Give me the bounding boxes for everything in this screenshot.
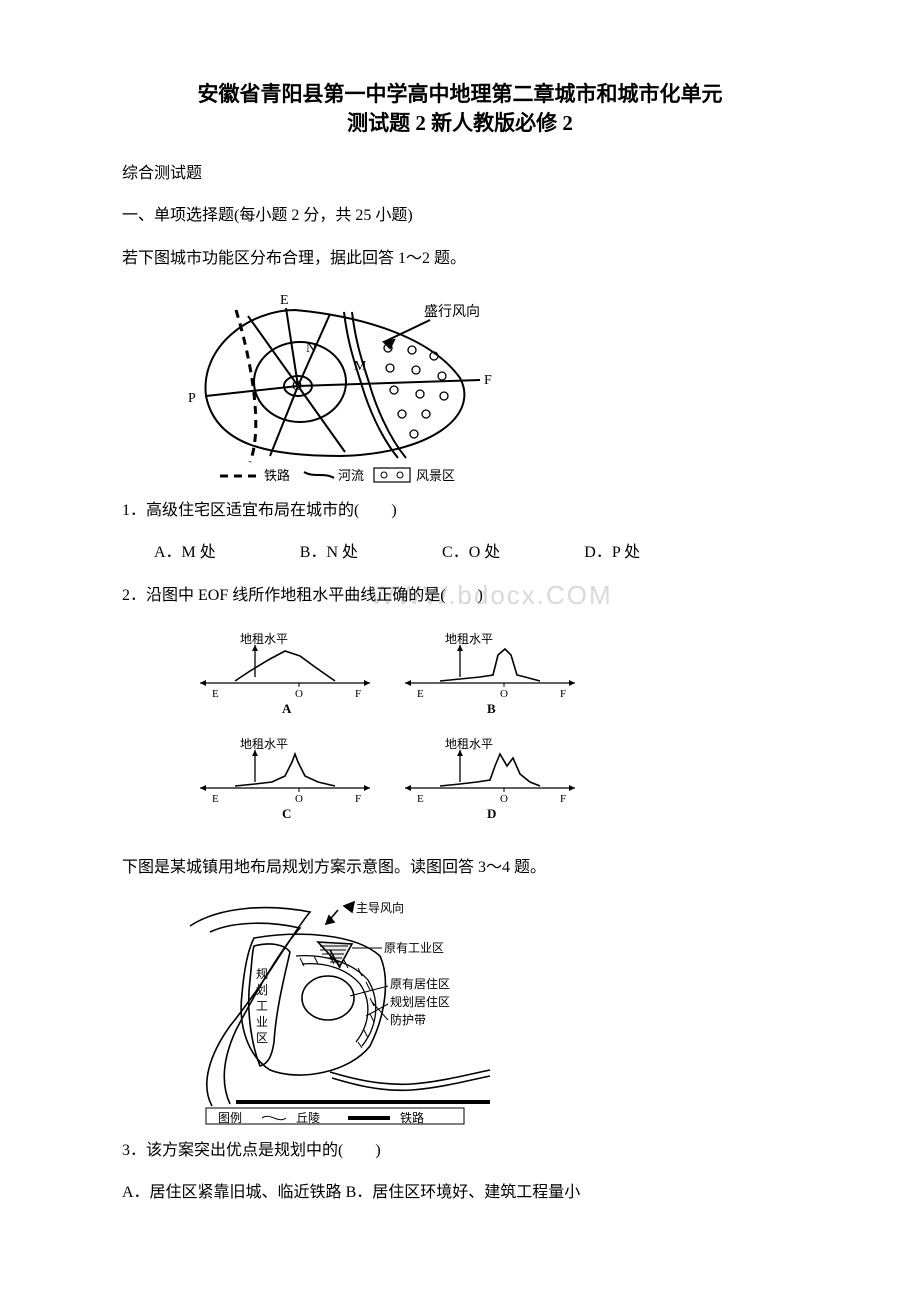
q3-opt-a: A．居住区紧靠旧城、临近铁路 bbox=[122, 1184, 342, 1201]
intro-4: 下图是某城镇用地布局规划方案示意图。读图回答 3～4 题。 bbox=[90, 853, 830, 883]
q1-opt-d: D．P 处 bbox=[552, 538, 640, 568]
question-1: 1．高级住宅区适宜布局在城市的( ) bbox=[90, 496, 830, 526]
svg-text:划: 划 bbox=[256, 983, 268, 997]
fig1-O: O bbox=[292, 379, 302, 394]
fig1-F: F bbox=[484, 373, 492, 388]
svg-text:地租水平: 地租水平 bbox=[445, 737, 493, 751]
svg-text:铁路: 铁路 bbox=[400, 1110, 424, 1125]
svg-text:地租水平: 地租水平 bbox=[240, 737, 288, 751]
intro-2: 一、单项选择题(每小题 2 分，共 25 小题) bbox=[90, 201, 830, 231]
svg-text:地租水平: 地租水平 bbox=[445, 632, 493, 646]
svg-text:O: O bbox=[295, 688, 303, 700]
fig1-N: N bbox=[306, 341, 316, 356]
svg-text:O: O bbox=[295, 793, 303, 805]
svg-text:主导风向: 主导风向 bbox=[356, 900, 404, 915]
svg-text:F: F bbox=[355, 793, 361, 805]
svg-text:E: E bbox=[212, 793, 219, 805]
q3-opt-b: B．居住区环境好、建筑工程量小 bbox=[346, 1184, 581, 1201]
svg-text:规: 规 bbox=[256, 966, 268, 981]
svg-text:原有工业区: 原有工业区 bbox=[384, 941, 444, 955]
svg-text:O: O bbox=[500, 793, 508, 805]
svg-text:丘陵: 丘陵 bbox=[296, 1111, 320, 1125]
svg-text:E: E bbox=[417, 688, 424, 700]
q1-opt-b: B．N 处 bbox=[268, 538, 358, 568]
svg-text:规划居住区: 规划居住区 bbox=[390, 994, 450, 1009]
svg-text:A: A bbox=[282, 701, 292, 716]
svg-text:F: F bbox=[560, 793, 566, 805]
svg-text:图例: 图例 bbox=[218, 1111, 242, 1125]
svg-text:河流: 河流 bbox=[338, 468, 364, 483]
figure-3: 主导风向 原有工业区 原有居住区 规划居住区 防护带 规划 工业区 图例 丘陵 … bbox=[180, 896, 830, 1126]
svg-text:工: 工 bbox=[256, 999, 268, 1013]
svg-text:E: E bbox=[212, 688, 219, 700]
figure-2: 地租水平 E O F A 地租水平 E O F B 地租水平 E O F C 地租水平 E O F D bbox=[180, 623, 830, 843]
title-line-2: 测试题 2 新人教版必修 2 bbox=[347, 111, 573, 135]
svg-text:B: B bbox=[487, 701, 496, 716]
svg-text:D: D bbox=[487, 806, 496, 821]
intro-3: 若下图城市功能区分布合理，据此回答 1～2 题。 bbox=[90, 244, 830, 274]
svg-text:F: F bbox=[355, 688, 361, 700]
question-2: 2．沿图中 EOF 线所作地租水平曲线正确的是( ) bbox=[90, 581, 830, 611]
title-line-1: 安徽省青阳县第一中学高中地理第二章城市和城市化单元 bbox=[198, 82, 723, 106]
intro-1: 综合测试题 bbox=[90, 159, 830, 189]
fig1-wind: 盛行风向 bbox=[424, 304, 480, 320]
svg-text:原有居住区: 原有居住区 bbox=[390, 977, 450, 991]
q1-opt-a: A．M 处 bbox=[122, 538, 216, 568]
svg-text:铁路: 铁路 bbox=[264, 468, 290, 483]
svg-text:区: 区 bbox=[256, 1031, 268, 1045]
q1-opt-c: C．O 处 bbox=[410, 538, 500, 568]
svg-text:E: E bbox=[417, 793, 424, 805]
fig1-P: P bbox=[188, 391, 196, 406]
figure-1: E 盛行风向 N M O P F 铁路 河流 风景区 bbox=[180, 286, 830, 486]
question-1-options: A．M 处 B．N 处 C．O 处 D．P 处 bbox=[90, 538, 830, 568]
fig1-M: M bbox=[354, 359, 367, 374]
svg-text:防护带: 防护带 bbox=[390, 1012, 426, 1027]
question-3: 3．该方案突出优点是规划中的( ) bbox=[90, 1136, 830, 1166]
question-3-options: A．居住区紧靠旧城、临近铁路 B．居住区环境好、建筑工程量小 bbox=[90, 1178, 830, 1208]
svg-text:F: F bbox=[560, 688, 566, 700]
fig1-E: E bbox=[280, 293, 289, 308]
svg-text:地租水平: 地租水平 bbox=[240, 632, 288, 646]
svg-text:C: C bbox=[282, 806, 291, 821]
svg-text:业: 业 bbox=[256, 1015, 268, 1029]
svg-text:风景区: 风景区 bbox=[416, 468, 455, 483]
svg-text:O: O bbox=[500, 688, 508, 700]
